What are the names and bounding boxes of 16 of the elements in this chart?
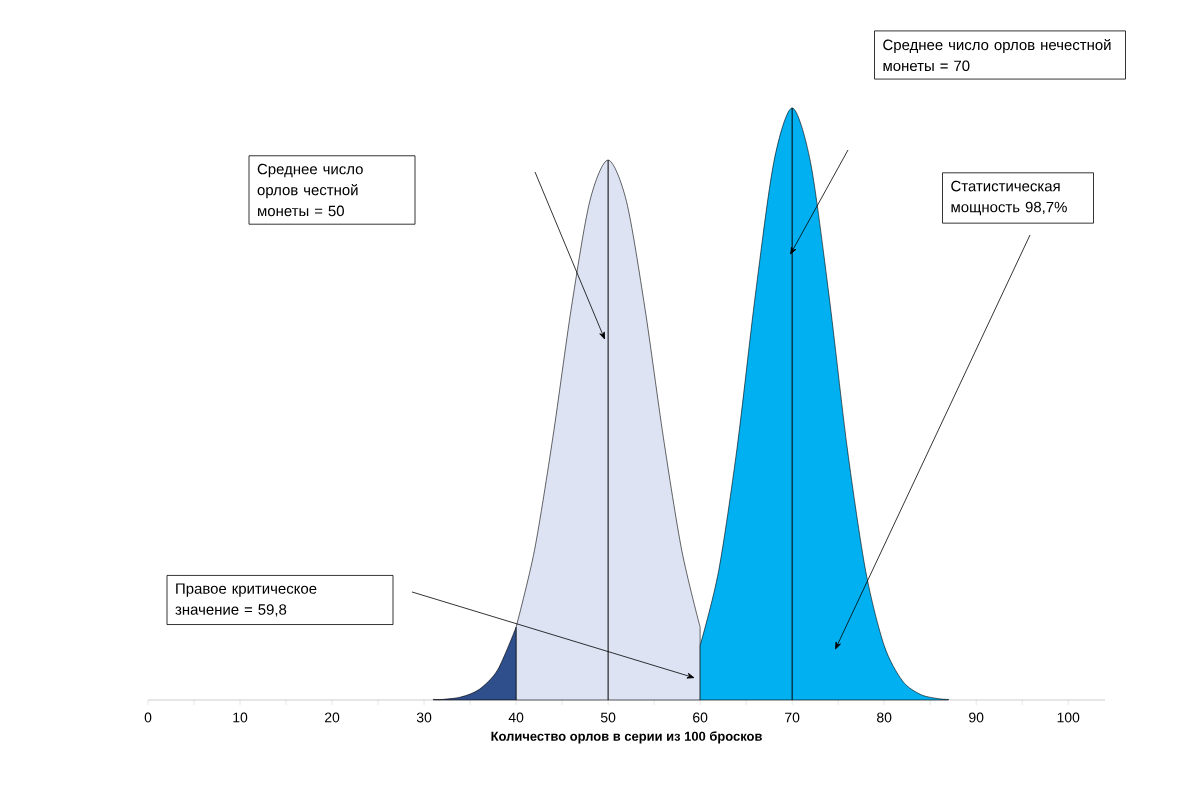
x-tick-label: 100 (1057, 712, 1080, 723)
text: Среднее число орлов нечестной монеты = 70 (883, 38, 1111, 72)
x-tick-label: 10 (233, 712, 248, 723)
x-tick-label: 90 (969, 712, 984, 723)
annotation: Статистическая мощность 98,7% (951, 180, 1067, 216)
annotation: Правое критическое значение = 59,8 (175, 583, 317, 617)
x-axis-title: Количество орлов в серии из 100 бросков (491, 731, 762, 744)
annotation: Среднее число орлов честной монеты = 50 (257, 163, 363, 217)
x-tick-label: 70 (785, 712, 800, 723)
x-tick-label: 40 (508, 712, 524, 723)
x-tick-label: 20 (325, 712, 340, 723)
x-tick-label: 30 (416, 712, 432, 723)
x-tick-label: 60 (693, 712, 708, 723)
x-tick-label: 50 (600, 712, 616, 723)
x-tick-label: 0 (144, 712, 152, 723)
x-tick-label: 80 (877, 712, 892, 723)
